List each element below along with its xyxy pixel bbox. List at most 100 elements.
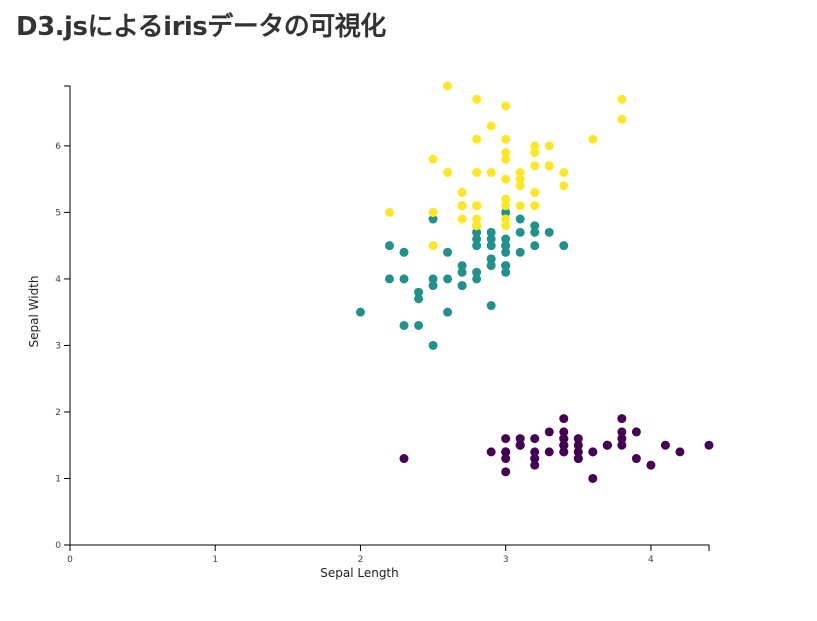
data-point [355,307,365,317]
y-tick-label: 4 [55,275,61,285]
y-axis-title: Sepal Width [27,276,41,348]
data-point [501,174,511,184]
data-point [501,234,511,244]
data-point [631,427,641,437]
data-point [530,201,540,211]
data-point [486,167,496,177]
data-point [501,201,511,211]
data-point [617,427,627,437]
data-point [486,121,496,131]
data-point [486,301,496,311]
y-tick-label: 5 [55,208,61,218]
data-point [544,427,554,437]
data-point [602,440,612,450]
data-point [631,454,641,464]
data-point [530,227,540,237]
data-point [472,227,482,237]
y-axis-line [64,85,71,546]
data-point [559,447,569,457]
data-point [472,267,482,277]
data-point [428,274,438,284]
data-point [472,214,482,224]
x-tick-label: 4 [648,555,654,565]
data-point [472,201,482,211]
data-point [559,167,569,177]
points-layer [355,81,714,483]
data-point [515,167,525,177]
data-point [501,467,511,477]
data-point [486,261,496,271]
data-point [399,247,409,257]
data-point [501,207,511,217]
data-point [486,254,496,264]
data-point [501,261,511,271]
data-point [414,320,424,330]
data-point [501,267,511,277]
data-point [617,114,627,124]
data-point [443,307,453,317]
data-point [530,161,540,171]
data-point [501,134,511,144]
data-point [501,221,511,231]
data-point [472,241,482,251]
y-axis: 0 1 2 3 4 5 6 [55,85,71,551]
data-point [472,234,482,244]
data-point [501,447,511,457]
data-point [486,241,496,251]
y-tick-label: 3 [55,341,61,351]
data-point [559,434,569,444]
data-point [399,320,409,330]
data-point [443,274,453,284]
data-point [515,440,525,450]
x-tick-label: 0 [67,555,73,565]
x-tick-label: 1 [212,555,218,565]
data-point [544,141,554,151]
data-point [385,241,394,251]
data-point [559,440,569,450]
data-point [530,187,540,197]
x-axis-line [69,544,710,551]
data-point [530,454,540,464]
data-point [573,454,583,464]
data-point [486,227,496,237]
data-point [428,154,438,164]
data-point [428,281,438,291]
x-tick-label: 2 [358,555,364,565]
data-point [515,181,525,191]
data-point [457,281,467,291]
data-point [559,427,569,437]
data-point [457,267,467,277]
data-point [530,434,540,444]
data-point [486,234,496,244]
data-point [515,174,525,184]
data-point [501,194,511,204]
data-point [617,434,627,444]
data-point [472,274,482,284]
data-point [617,414,627,424]
data-point [559,241,569,251]
data-point [588,473,598,483]
data-point [530,148,540,158]
data-point [428,207,438,217]
data-point [675,447,685,457]
data-point [501,148,511,158]
data-point [457,201,467,211]
data-point [530,460,540,470]
data-point [443,81,453,91]
data-point [544,447,554,457]
data-point [385,207,394,217]
data-point [501,101,511,111]
y-tick-label: 0 [55,541,61,551]
x-axis: 0 1 2 3 4 [67,544,710,565]
data-point [617,440,627,450]
data-point [530,141,540,151]
data-point [559,181,569,191]
data-point [515,434,525,444]
y-tick-label: 6 [55,142,61,152]
data-point [646,460,656,470]
data-point [399,274,409,284]
data-point [472,221,482,231]
data-point [588,447,598,457]
data-point [559,414,569,424]
